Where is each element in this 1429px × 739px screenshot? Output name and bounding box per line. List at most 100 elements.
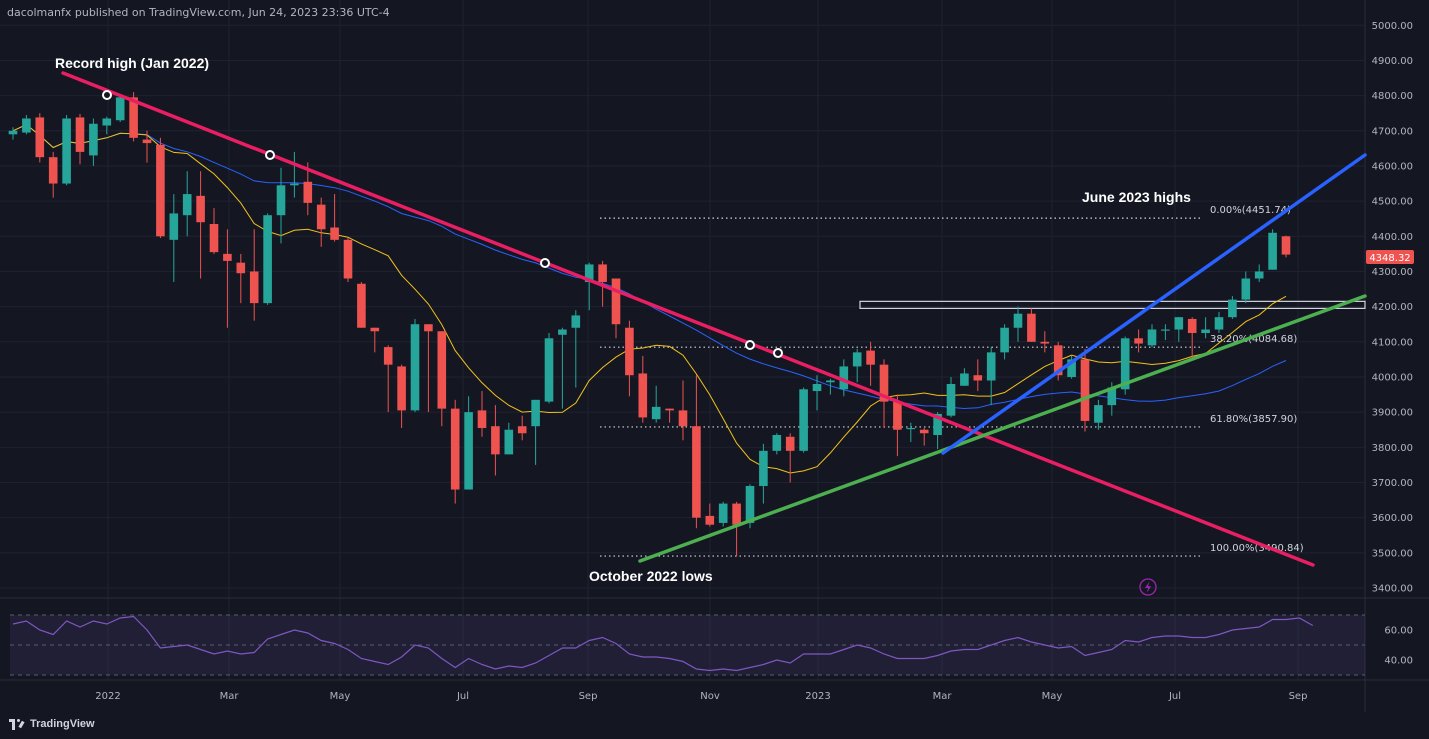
rsi-tick-label: 40.00 xyxy=(1384,656,1413,667)
y-axis: 5000.00 4900.00 4800.00 4700.00 4600.00 4500.… xyxy=(1372,21,1413,595)
candle xyxy=(209,208,219,254)
fib-label: 38.20%(4084.68) xyxy=(1210,334,1297,345)
candle xyxy=(1027,308,1036,342)
candle xyxy=(571,310,581,388)
candle xyxy=(156,137,165,239)
candle-body xyxy=(182,194,192,216)
candle xyxy=(22,114,31,135)
uptrend-line xyxy=(941,153,1367,455)
candle xyxy=(115,95,125,122)
current-price-tag: 4348.32 xyxy=(1366,250,1414,264)
touch-marker xyxy=(773,348,783,358)
candle-body xyxy=(852,352,862,367)
candle xyxy=(973,359,983,392)
candle xyxy=(1013,306,1023,342)
candle xyxy=(1228,296,1237,319)
candle-body xyxy=(48,157,58,184)
candle xyxy=(651,385,661,423)
candle xyxy=(504,422,514,455)
candle-body xyxy=(35,117,45,158)
candle-body xyxy=(209,223,219,253)
candle-body xyxy=(8,130,18,135)
candle xyxy=(196,171,205,279)
candle xyxy=(879,359,889,428)
grid xyxy=(0,0,1429,712)
candle xyxy=(611,278,621,339)
fib-label: 61.80%(3857.90) xyxy=(1210,414,1297,425)
candle-body xyxy=(1013,313,1023,328)
lightning-icon[interactable] xyxy=(1139,578,1157,596)
candle-body xyxy=(732,503,741,525)
candle-body xyxy=(1214,317,1224,330)
candle xyxy=(437,331,447,427)
candle-body xyxy=(357,283,366,328)
candle-body xyxy=(1107,387,1117,406)
tradingview-logo[interactable]: TradingView xyxy=(9,715,95,733)
candle-body xyxy=(1080,359,1090,421)
candle xyxy=(785,433,795,483)
candle-body xyxy=(1053,345,1063,376)
candle-body xyxy=(437,331,447,409)
candle-body xyxy=(115,97,125,121)
candle xyxy=(477,391,487,437)
candle xyxy=(357,282,366,328)
candle-body xyxy=(491,426,500,455)
rsi-line xyxy=(12,615,1314,672)
candle-body xyxy=(450,408,460,490)
candle-body xyxy=(142,139,152,144)
rsi-panel: 60.00 40.00 xyxy=(10,614,1413,676)
candle-body xyxy=(316,204,326,230)
trendlines[interactable] xyxy=(61,71,1367,567)
candle-body xyxy=(718,503,728,523)
candle-body xyxy=(611,278,621,325)
candle-body xyxy=(263,215,272,304)
candle-body xyxy=(772,435,782,451)
candle xyxy=(1000,324,1009,360)
candle-body xyxy=(1268,232,1277,270)
candle xyxy=(1241,271,1251,304)
support-trendline xyxy=(638,294,1367,563)
candle xyxy=(812,375,822,411)
candle xyxy=(48,151,58,198)
y-tick-label: 4000.00 xyxy=(1372,372,1413,383)
candle-body xyxy=(276,185,286,216)
x-tick-label: May xyxy=(1042,691,1063,702)
candle xyxy=(517,415,527,441)
candle xyxy=(705,503,715,527)
candle-body xyxy=(383,347,393,365)
candle xyxy=(491,405,500,476)
x-axis: 2022 Mar May Jul Sep Nov 2023 Mar May Jul Sep xyxy=(95,691,1307,702)
ma-slow-line xyxy=(12,124,1287,410)
x-tick-label: 2023 xyxy=(805,691,830,702)
candle-body xyxy=(370,327,380,332)
candle xyxy=(450,399,460,504)
candle-body xyxy=(290,183,299,186)
candle-body xyxy=(330,227,339,240)
candle-body xyxy=(89,123,98,156)
touch-marker xyxy=(265,150,275,160)
candle-body xyxy=(919,429,929,434)
x-tick-label: Mar xyxy=(933,691,953,702)
candle xyxy=(960,368,969,386)
candle-body xyxy=(1228,299,1237,318)
price-chart[interactable]: 0.00%(4451.74) 38.20%(4084.68) 61.80%(3857… xyxy=(0,0,1429,712)
y-tick-label: 4600.00 xyxy=(1372,161,1413,172)
candle xyxy=(62,114,71,186)
ma-fast-line xyxy=(12,124,1287,474)
resistance-zone xyxy=(859,300,1366,309)
candle xyxy=(1201,317,1210,339)
candle-body xyxy=(1027,313,1036,342)
candle-body xyxy=(812,384,822,392)
x-tick-label: Sep xyxy=(579,691,598,702)
candle-body xyxy=(531,399,540,427)
candle xyxy=(236,253,246,304)
candle-body xyxy=(544,338,554,402)
candle xyxy=(316,197,326,247)
candle xyxy=(919,427,929,446)
candle-body xyxy=(517,426,527,434)
y-tick-label: 4400.00 xyxy=(1372,232,1413,243)
candle xyxy=(1161,324,1170,341)
candle-body xyxy=(946,384,956,416)
candle xyxy=(1174,317,1184,342)
x-tick-label: Nov xyxy=(700,691,720,702)
